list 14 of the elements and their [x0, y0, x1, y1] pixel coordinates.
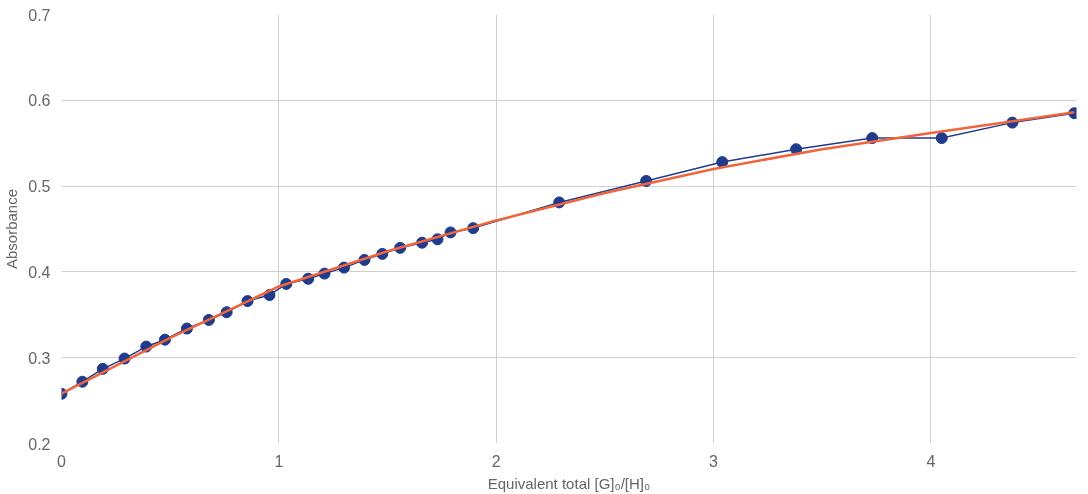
y-tick-label: 0.5	[28, 178, 51, 196]
y-axis-title: Absorbance	[3, 188, 21, 270]
y-tick-label: 0.4	[28, 263, 51, 281]
y-tick-label: 0.2	[28, 435, 51, 453]
y-tick-label: 0.3	[28, 349, 51, 367]
x-tick-label: 4	[926, 452, 936, 470]
x-tick-label: 3	[709, 452, 719, 470]
x-axis-title: Equivalent total [G]₀/[H]₀	[487, 474, 651, 492]
point	[935, 132, 948, 145]
y-tick-label: 0.7	[28, 6, 51, 24]
x-tick-label: 1	[274, 452, 284, 470]
x-tick-label: 0	[57, 452, 67, 470]
y-tick-label: 0.6	[28, 92, 51, 110]
x-tick-label: 2	[491, 452, 501, 470]
